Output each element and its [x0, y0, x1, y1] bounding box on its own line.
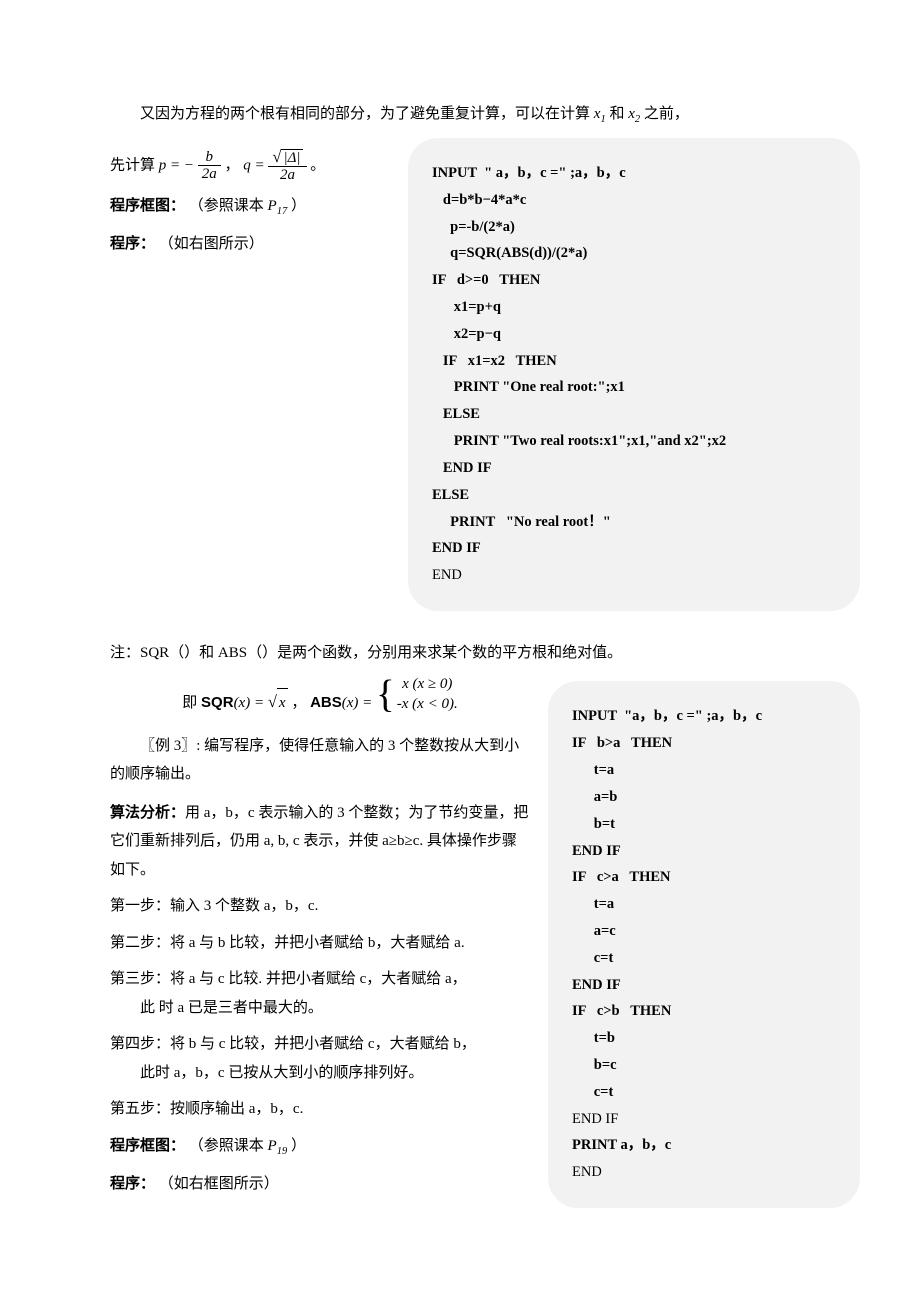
piecewise: { x (x ≥ 0) -x (x < 0).: [376, 675, 458, 714]
q-eq: q =: [243, 157, 268, 173]
text: 和: [609, 106, 628, 122]
program-label-row-1: 程序： （如右图所示）: [110, 230, 390, 259]
sqr-abs-eq: 即 SQR(x) = √x ， ABS(x) = { x (x ≥ 0) -x …: [110, 675, 530, 717]
abs-label: ABS: [310, 694, 342, 711]
text: 即: [182, 695, 201, 711]
p-eq: p = −: [159, 157, 194, 173]
step-4b: 此时 a，b，c 已按从大到小的顺序排列好。: [110, 1059, 530, 1088]
program-label-row-2: 程序： （如右框图所示）: [110, 1170, 530, 1199]
step-4a: 第四步：将 b 与 c 比较，并把小者赋给 c，大者赋给 b，: [110, 1030, 530, 1059]
var-x2: x2: [628, 106, 640, 122]
code-box-2: INPUT "a，b，c =" ;a，b，c IF b>a THEN t=a a…: [548, 681, 860, 1208]
step-1: 第一步：输入 3 个整数 a，b，c.: [110, 892, 530, 921]
section-2-row: 即 SQR(x) = √x ， ABS(x) = { x (x ≥ 0) -x …: [110, 675, 860, 1208]
step-5: 第五步：按顺序输出 a，b，c.: [110, 1095, 530, 1124]
note-text: 注：SQR（）和 ABS（）是两个函数，分别用来求某个数的平方根和绝对值。: [110, 639, 860, 668]
text: 。: [310, 157, 325, 173]
step-2: 第二步：将 a 与 b 比较，并把小者赋给 b，大者赋给 a.: [110, 929, 530, 958]
section-1-row: 先计算 p = − b 2a ， q = √|Δ| 2a 。 程序框图： （参照…: [110, 138, 860, 611]
section-1-left: 先计算 p = − b 2a ， q = √|Δ| 2a 。 程序框图： （参照…: [110, 138, 390, 266]
text: 之前，: [644, 106, 689, 122]
page-ref: P17: [268, 198, 288, 214]
program-label: 程序：: [110, 236, 155, 252]
analysis: 算法分析：用 a，b，c 表示输入的 3 个整数；为了节约变量，把它们重新排列后…: [110, 799, 530, 885]
flowchart-label-row-2: 程序框图： （参照课本 P19 ）: [110, 1132, 530, 1162]
analysis-label: 算法分析：: [110, 805, 185, 821]
text: 又因为方程的两个根有相同的部分，为了避免重复计算，可以在计算: [140, 106, 594, 122]
text: （参照课本: [189, 198, 268, 214]
program-label: 程序：: [110, 1176, 155, 1192]
page-ref: P19: [268, 1138, 288, 1154]
text: ）: [291, 1138, 306, 1154]
flowchart-label: 程序框图：: [110, 1138, 185, 1154]
flowchart-label-row: 程序框图： （参照课本 P17 ）: [110, 192, 390, 222]
text: （如右框图所示）: [159, 1176, 279, 1192]
document-page: 又因为方程的两个根有相同的部分，为了避免重复计算，可以在计算 x1 和 x2 之…: [0, 0, 920, 1268]
text: （如右图所示）: [159, 236, 264, 252]
intro-line-1: 又因为方程的两个根有相同的部分，为了避免重复计算，可以在计算 x1 和 x2 之…: [110, 100, 860, 130]
text: ，: [225, 157, 244, 173]
step-3a: 第三步：将 a 与 c 比较. 并把小者赋给 c，大者赋给 a，: [110, 965, 530, 994]
example-3-title: 〖例 3〗: 编写程序，使得任意输入的 3 个整数按从大到小的顺序输出。: [110, 732, 530, 789]
step-3b: 此 时 a 已是三者中最大的。: [110, 994, 530, 1023]
text: （参照课本: [189, 1138, 268, 1154]
text: 先计算: [110, 157, 159, 173]
text: ）: [291, 198, 306, 214]
frac-p: b 2a: [198, 149, 221, 183]
sqr-label: SQR: [201, 694, 234, 711]
intro-line-2: 先计算 p = − b 2a ， q = √|Δ| 2a 。: [110, 148, 390, 184]
var-x1: x1: [594, 106, 606, 122]
code-box-1: INPUT " a，b，c =" ;a，b，c d=b*b−4*a*c p=-b…: [408, 138, 860, 611]
text: ，: [291, 695, 310, 711]
frac-q: √|Δ| 2a: [268, 148, 306, 184]
section-2-left: 即 SQR(x) = √x ， ABS(x) = { x (x ≥ 0) -x …: [110, 675, 530, 1206]
flowchart-label: 程序框图：: [110, 198, 185, 214]
